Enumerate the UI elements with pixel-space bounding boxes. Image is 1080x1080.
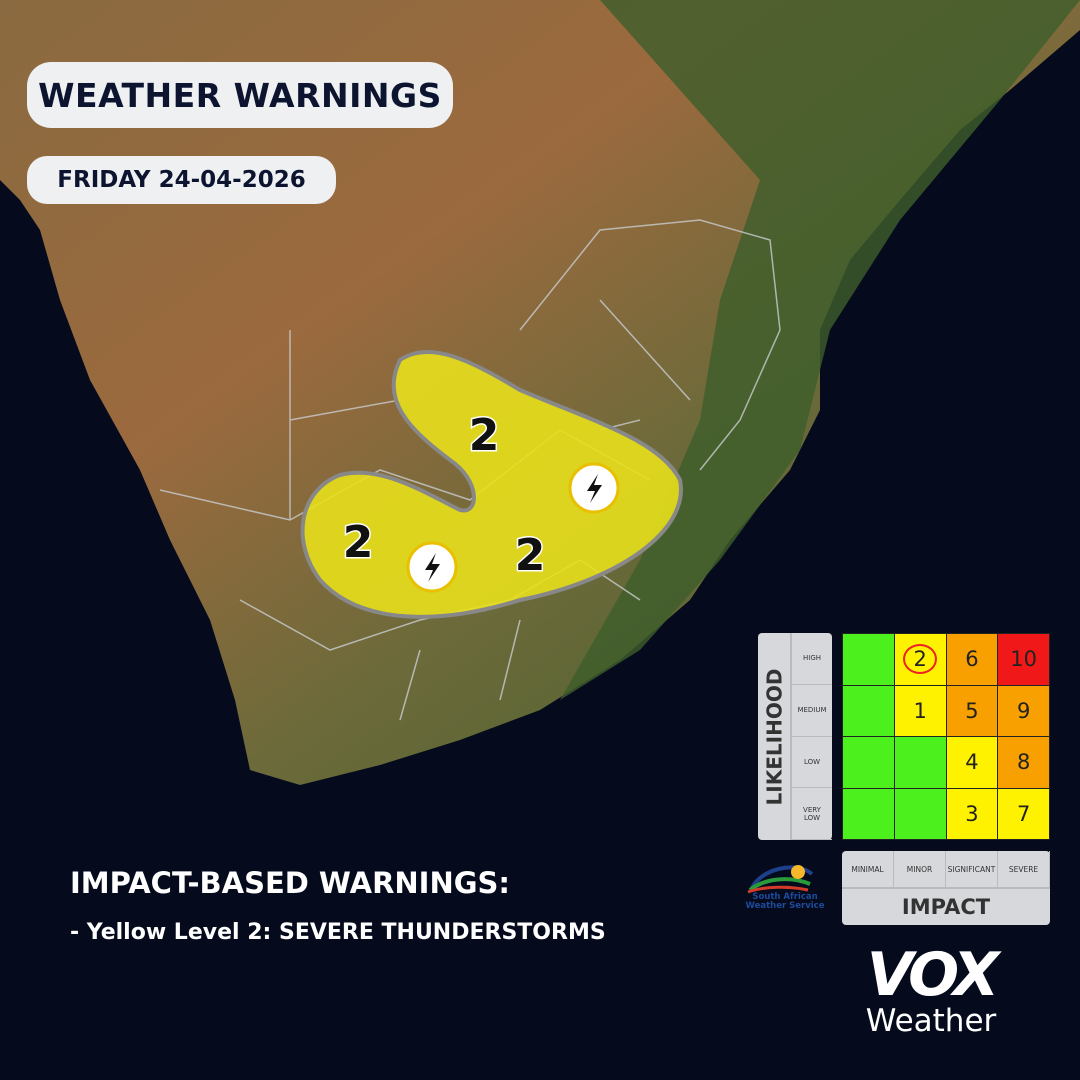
matrix-cell-value: 7 <box>1016 801 1031 826</box>
matrix-cell: 1 <box>894 685 946 736</box>
legend-heading: IMPACT-BASED WARNINGS: <box>70 866 511 900</box>
matrix-cell-value: 4 <box>965 750 979 775</box>
matrix-cell <box>894 788 946 839</box>
likelihood-title: LIKELIHOOD <box>762 668 786 805</box>
legend-item: - Yellow Level 2: SEVERE THUNDERSTORMS <box>70 920 606 945</box>
level-2-label: 2 <box>515 530 546 581</box>
matrix-cell-value: 5 <box>965 698 979 723</box>
level-2-label: 2 <box>343 517 374 568</box>
impact-minor: MINOR <box>894 851 946 887</box>
vox-weather-logo: VOX Weather <box>836 945 1026 1040</box>
impact-significant: SIGNIFICANT <box>946 851 998 887</box>
likelihood-high: HIGH <box>792 633 832 685</box>
matrix-cell: 10 <box>998 634 1049 685</box>
matrix-cell: 3 <box>946 788 998 839</box>
thunderstorm-icon <box>568 462 620 514</box>
matrix-cell: 4 <box>946 737 998 788</box>
risk-matrix: 2 6 10 1 5 9 4 8 3 7 <box>842 633 1050 840</box>
likelihood-very-low: VERY LOW <box>792 788 832 840</box>
matrix-cell: 6 <box>946 634 998 685</box>
level-2-label: 2 <box>469 410 500 461</box>
matrix-cell: 9 <box>998 685 1049 736</box>
matrix-cell: 2 <box>894 634 946 685</box>
impact-title: IMPACT <box>901 895 991 919</box>
matrix-cell: 7 <box>998 788 1049 839</box>
likelihood-medium: MEDIUM <box>792 685 832 737</box>
matrix-cell <box>843 634 894 685</box>
matrix-cell: 8 <box>998 737 1049 788</box>
vox-mark: VOX <box>866 940 1000 1010</box>
likelihood-low: LOW <box>792 737 832 789</box>
matrix-cell: 5 <box>946 685 998 736</box>
matrix-cell-value: 10 <box>1010 647 1037 672</box>
saws-name: South African Weather Service <box>745 892 825 911</box>
date-label: FRIDAY 24-04-2026 <box>27 156 336 204</box>
warning-level-label: 2 2 2 <box>341 409 547 583</box>
warning-area <box>300 350 683 619</box>
matrix-cell-value: 3 <box>965 801 979 826</box>
page-title: WEATHER WARNINGS <box>27 62 453 128</box>
matrix-cell-value: 9 <box>1016 698 1031 723</box>
vox-wordmark: Weather <box>865 1003 997 1039</box>
matrix-cell <box>843 737 894 788</box>
impact-axis: MINIMAL MINOR SIGNIFICANT SEVERE IMPACT <box>842 851 1050 925</box>
matrix-cell-value: 1 <box>913 698 927 723</box>
matrix-cell-value: 8 <box>1016 750 1031 775</box>
matrix-cell <box>843 788 894 839</box>
matrix-cell-value: 6 <box>965 647 979 672</box>
selected-level-ring <box>903 644 938 675</box>
impact-minimal: MINIMAL <box>842 851 894 887</box>
saws-logo <box>747 865 814 894</box>
matrix-cell <box>894 737 946 788</box>
impact-severe: SEVERE <box>998 851 1050 887</box>
matrix-cell <box>843 685 894 736</box>
likelihood-axis: LIKELIHOOD HIGH MEDIUM LOW VERY LOW <box>758 633 832 840</box>
thunderstorm-icon <box>406 541 458 593</box>
